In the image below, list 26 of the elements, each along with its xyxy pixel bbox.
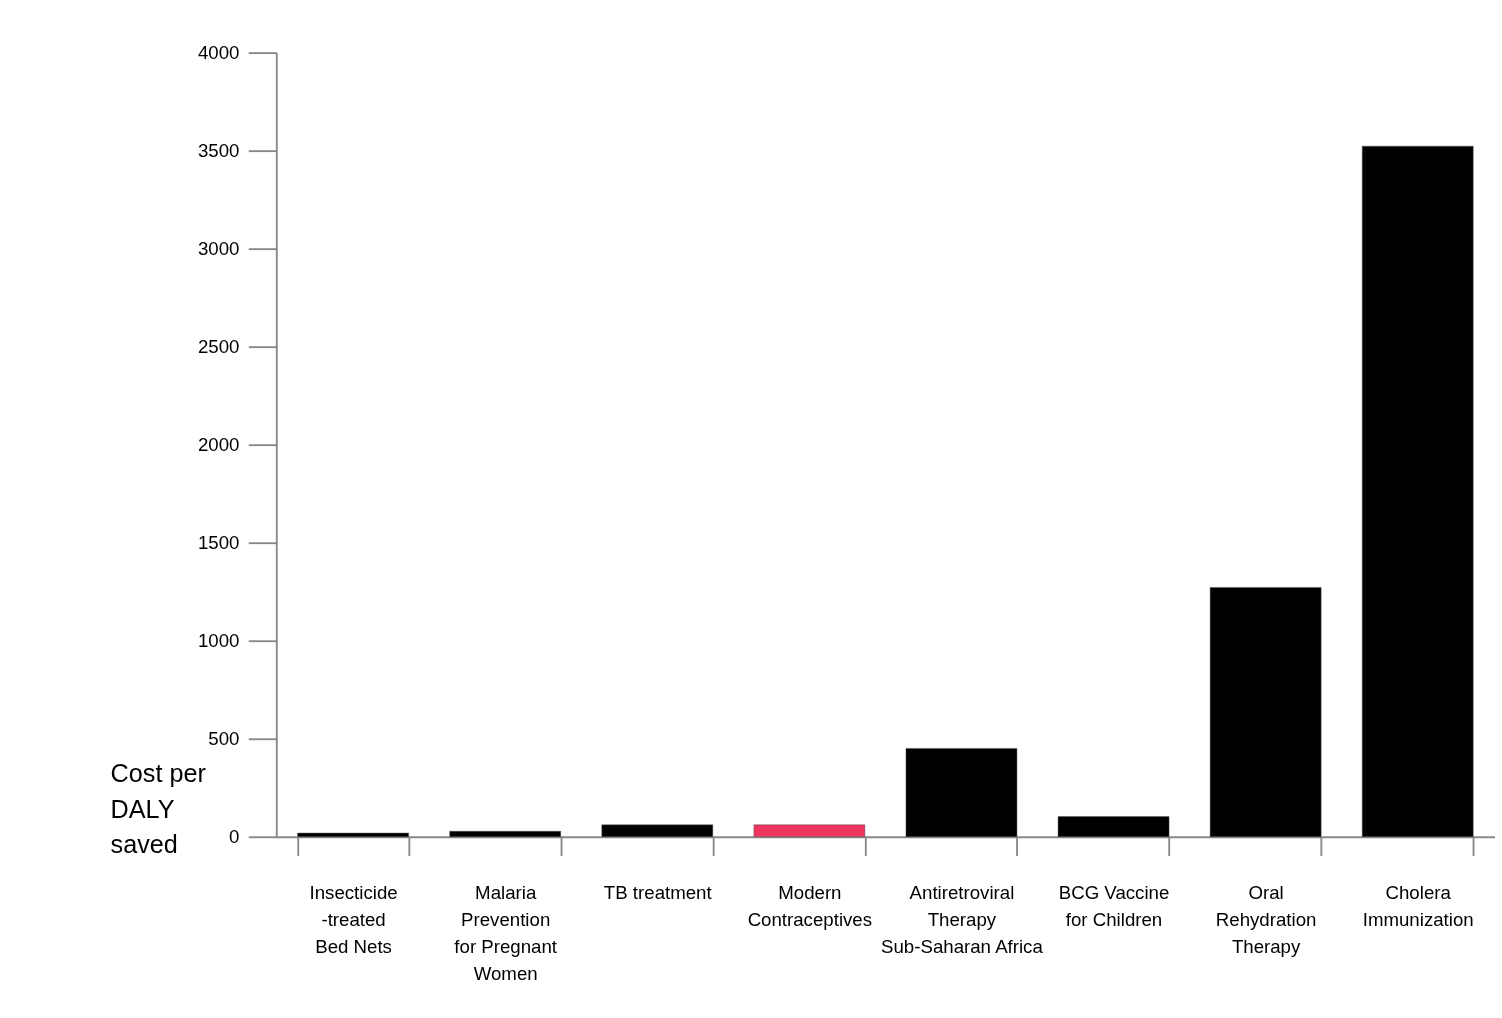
- x-tick-label: Malaria Prevention for Pregnant Women: [454, 881, 558, 985]
- bar: [1057, 816, 1170, 838]
- bar: [449, 831, 561, 838]
- y-tick-label: 1500: [197, 531, 240, 553]
- y-axis-title: Cost per DALY saved: [110, 759, 206, 859]
- bar: [1209, 587, 1322, 838]
- bar: [601, 824, 714, 838]
- x-tick-label: Antiretroviral Therapy Sub-Saharan Africa: [881, 881, 1044, 958]
- x-tick-label: Insecticide -treated Bed Nets: [309, 881, 398, 958]
- x-tick-label: TB treatment: [603, 881, 713, 903]
- bar: [297, 832, 409, 838]
- y-tick-label: 500: [208, 727, 240, 749]
- y-tick-label: 4000: [197, 41, 240, 63]
- x-tick-label: Cholera Immunization: [1362, 881, 1474, 930]
- y-tick-label: 3000: [197, 237, 240, 259]
- bar: [753, 824, 866, 838]
- y-tick-label: 2500: [197, 335, 240, 357]
- y-tick-label: 1000: [197, 629, 240, 651]
- x-tick-label: Oral Rehydration Therapy: [1215, 881, 1317, 958]
- x-tick-label: Modern Contraceptives: [747, 881, 873, 930]
- bar: [1361, 145, 1474, 838]
- y-tick-label: 0: [229, 825, 240, 847]
- y-tick-label: 2000: [197, 433, 240, 455]
- bar: [905, 748, 1018, 838]
- x-tick-label: BCG Vaccine for Children: [1058, 881, 1170, 930]
- y-tick-label: 3500: [197, 139, 240, 161]
